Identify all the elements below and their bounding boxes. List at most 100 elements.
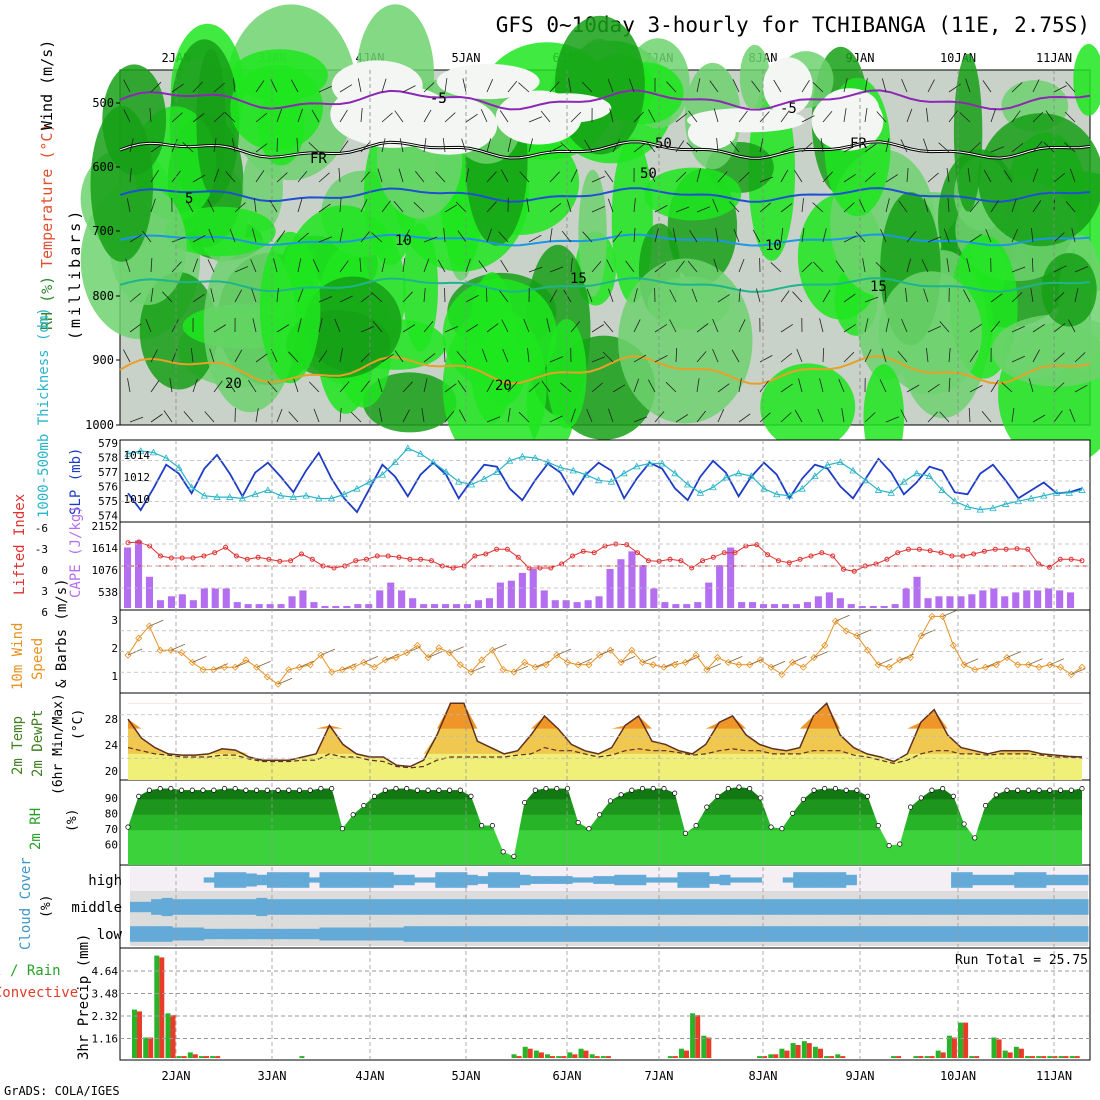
wind-barb [729,201,740,213]
cloud-cell [845,926,857,942]
wind-barb [528,266,543,273]
wind-barb [858,199,866,213]
precip-convective-bar [137,1011,142,1058]
wind-barb [864,349,872,363]
wind-barb [927,79,935,93]
wind-barb [519,171,530,183]
precip-total-bar [757,1056,763,1058]
precip-total-bar [1013,1046,1019,1058]
cloud-cell [445,872,457,888]
wind-barb-10m [599,648,614,656]
cloud-cell [835,872,847,888]
rh-point [479,823,485,829]
wind-barb [591,261,602,273]
wind-speed-point [156,646,164,654]
precip-total-bar [768,1054,774,1058]
cloud-cell [814,872,826,888]
dry-area [687,116,736,150]
wind-barb [423,82,435,93]
wind-barb [123,109,131,123]
cloud-cell [509,899,520,915]
cloud-cell [530,926,541,942]
wind-barb [486,201,497,213]
rh-point [618,792,624,798]
cloud-cell [530,876,541,884]
wind-barb [308,142,320,153]
wind-barb [297,258,302,273]
wind-barb [780,228,784,243]
cloud-cell [182,899,194,915]
wind-barb [549,171,560,183]
wind-barb-10m [813,651,829,658]
cape-bar [442,604,450,608]
wind-speed-point [542,661,550,669]
thickness-point [137,447,145,454]
cloud-cell [593,899,605,915]
precip-total-bar [824,1056,830,1058]
cloud-cell [309,899,320,915]
cape-bar [365,604,373,608]
precip-total-bar [935,1050,941,1058]
wind-barb [1030,288,1034,303]
rh-point [543,786,549,792]
cape-tick: 1076 [92,564,119,577]
wind-barb-10m [470,665,486,673]
wind-barb [252,228,257,243]
li-tick: 0 [41,564,48,577]
rh-point [715,793,721,799]
wind-barb [507,381,518,393]
temp-area [128,703,1082,780]
wind-barb [297,232,309,243]
wind-barb [1011,142,1024,153]
precip-total-bar [210,1056,216,1058]
wind-barb [371,292,383,303]
thickness-point [1065,489,1073,496]
wind-barb [296,137,299,153]
wind-barb [360,141,371,153]
cloud-cell [1066,874,1078,886]
wind-speed-point [628,646,636,654]
wind-barb [738,378,742,393]
rh-blob [739,44,770,111]
wind-barb [759,176,774,183]
cloud-cell [582,877,594,883]
rh-tick: 70 [105,823,118,836]
wind-barb [1068,319,1076,333]
wind-barb [898,200,908,213]
wind-barb [570,169,578,183]
rh-tick: 60 [105,839,118,852]
wind-barb [819,378,824,393]
rh-point [800,796,806,802]
day-label-bottom: 4JAN [356,1069,385,1083]
wind-barb [855,231,866,243]
wind-barb [713,108,719,123]
wind-barb [204,411,215,423]
wind-barb [297,198,303,213]
cloud-cell [330,927,341,941]
thickness-point [760,484,768,492]
cloud-cell [1056,874,1068,886]
rh-point [929,787,935,793]
wind-barb [276,288,279,303]
wind-barb-10m [963,658,979,666]
wind-barb [843,78,848,93]
wind-speed-point [842,627,850,635]
rh-point [489,823,495,829]
cloud-cell [1024,872,1036,888]
wind-barb [273,258,278,273]
li-point [960,553,966,559]
wind-barb [192,81,203,93]
cloud-cell [656,899,668,915]
li-point [1047,564,1052,570]
wind-barb [1032,414,1046,423]
wind-barb [717,383,730,393]
wind-barb [864,172,876,183]
cape-bar [496,582,504,608]
cape-tick: 1614 [92,542,119,555]
wind-barb [371,232,383,243]
wind-barb [518,411,530,423]
cape-bar [584,600,592,608]
wind-barb [780,146,795,153]
wind-barb [1011,198,1017,213]
cloud-cell [519,899,531,915]
